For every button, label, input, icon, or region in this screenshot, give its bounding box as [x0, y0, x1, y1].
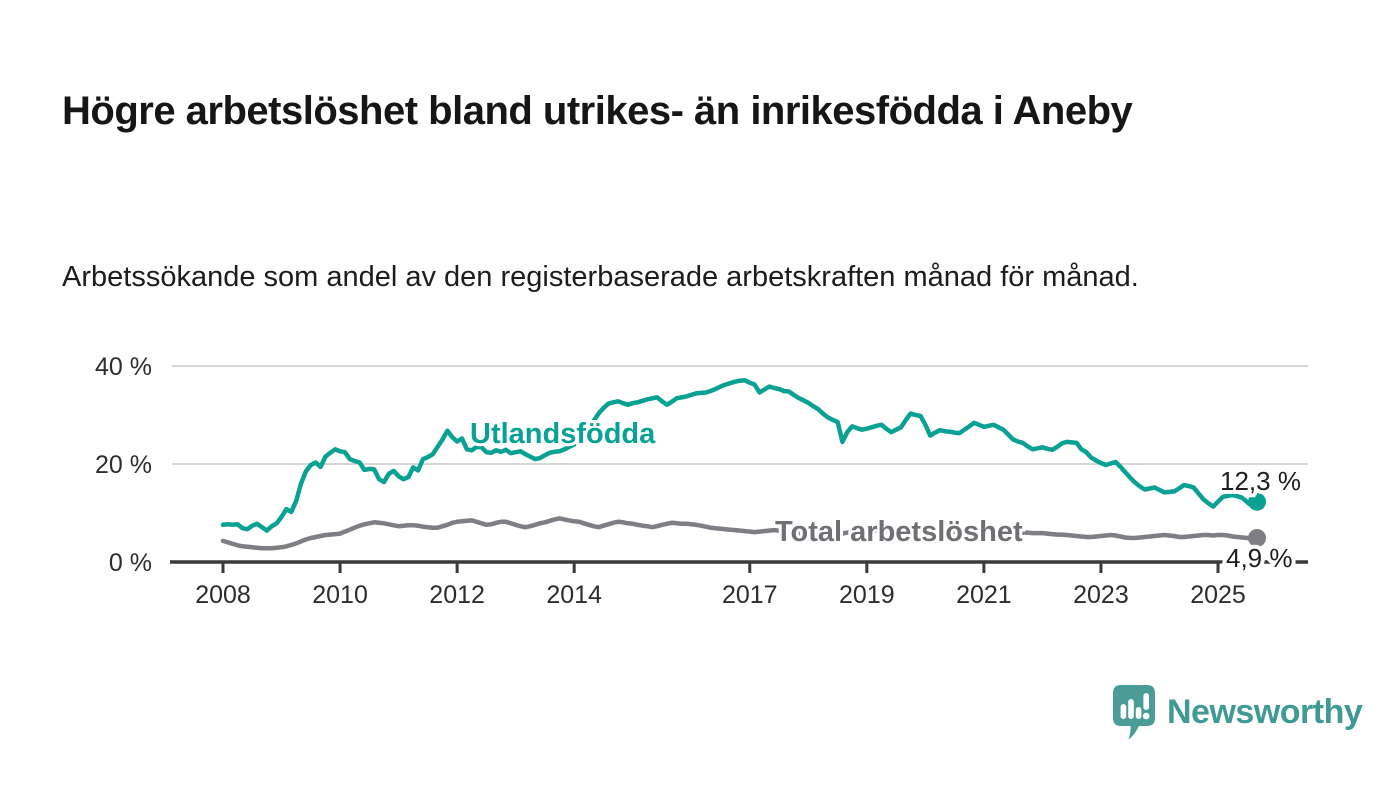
- newsworthy-logo: Newsworthy: [1112, 684, 1363, 741]
- x-axis-tick-label: 2012: [429, 581, 485, 609]
- y-axis-tick-label: 0 %: [109, 549, 152, 577]
- series-end-value-label: 4,9 %: [1226, 543, 1293, 573]
- x-axis-tick-label: 2010: [312, 581, 368, 609]
- series-line-total-arbetsl-shet: [220, 516, 1260, 551]
- x-axis-tick-label: 2019: [839, 581, 895, 609]
- series-label-utlandsf-dda: Utlandsfödda: [470, 418, 656, 450]
- series-end-value-label: 12,3 %: [1220, 466, 1301, 496]
- series-end-dot-1: [1248, 528, 1267, 547]
- newsworthy-speech-bubble-chart-icon: [1113, 685, 1155, 740]
- y-axis-tick-label: 40 %: [95, 353, 152, 381]
- x-axis-tick-label: 2021: [956, 581, 1012, 609]
- x-axis-tick-label: 2014: [546, 581, 602, 609]
- series-end-dot-0: [1248, 492, 1267, 511]
- x-axis-tick-label: 2025: [1190, 581, 1246, 609]
- page-title: Högre arbetslöshet bland utrikes- än inr…: [62, 88, 1133, 133]
- series-label-total-arbetsl-shet: Total arbetslöshet: [775, 516, 1023, 548]
- x-axis-tick-label: 2017: [722, 581, 778, 609]
- newsworthy-logo-text: Newsworthy: [1167, 693, 1363, 731]
- line-chart: 0 % 20 % 40 % 2008 2010 2012 2014 2017 2019 2021 2…: [95, 353, 1308, 609]
- x-axis-tick-label: 2008: [195, 581, 251, 609]
- y-axis-tick-label: 20 %: [95, 451, 152, 479]
- series-line-utlandsf-dda: [220, 377, 1260, 533]
- chart-subtitle: Arbetssökande som andel av den registerb…: [62, 261, 1139, 293]
- x-axis-tick-label: 2023: [1073, 581, 1129, 609]
